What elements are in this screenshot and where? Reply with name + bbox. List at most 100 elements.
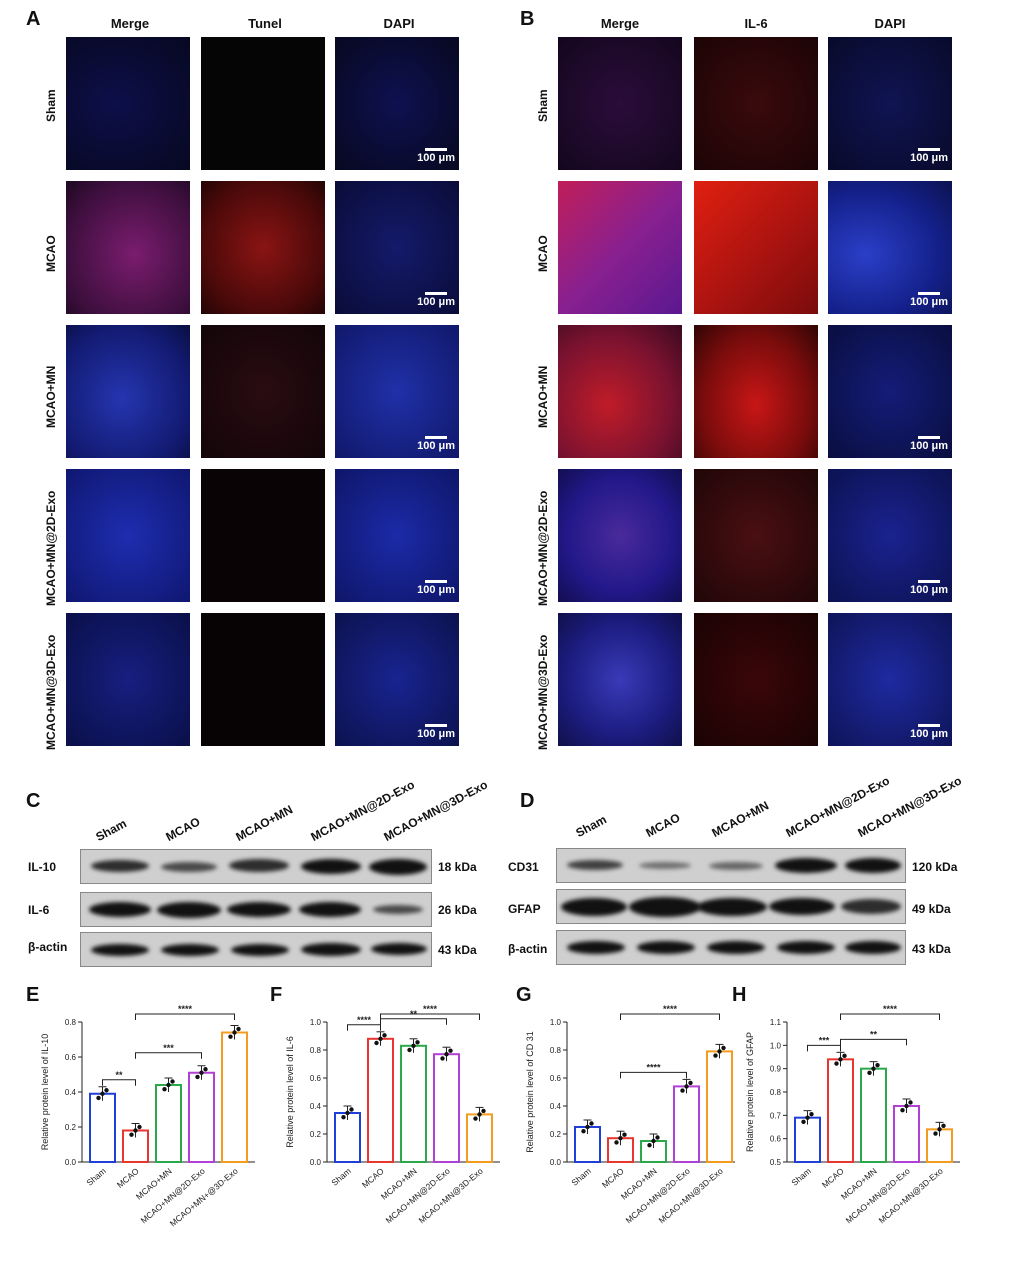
significance-bracket xyxy=(840,1038,907,1046)
data-point xyxy=(137,1124,142,1130)
bar xyxy=(367,1037,394,1163)
significance-bracket xyxy=(135,1013,235,1020)
col-head-b-il6: IL-6 xyxy=(744,16,768,31)
significance-label: **** xyxy=(178,1004,193,1014)
blot-c-kda-il10: 18 kDa xyxy=(438,860,477,874)
micrograph-a-mn3d-tunel xyxy=(201,613,325,746)
data-point xyxy=(415,1040,420,1045)
bar xyxy=(433,1053,460,1164)
col-head-b-dapi: DAPI xyxy=(874,16,906,31)
blot-c-il6-strip xyxy=(80,892,432,927)
micrograph-b-mn3d-dapi: 100 μm xyxy=(828,613,952,746)
x-tick-label: Sham xyxy=(569,1166,592,1188)
blot-c-lane-mcao-mn: MCAO+MN xyxy=(233,802,296,844)
scale-bar: 100 μm xyxy=(910,724,948,740)
chart-f: 0.0 0.2 0.4 0.6 0.8 1.0 Relative protein level… xyxy=(285,1004,500,1225)
micrograph-b-mcao-mn-il6 xyxy=(694,325,818,458)
data-point xyxy=(345,1110,350,1116)
y-tick-label: 0.4 xyxy=(65,1088,77,1097)
data-point xyxy=(162,1087,167,1092)
x-tick-label: MCAO+MN@3D-Exo xyxy=(657,1166,725,1226)
micrograph-a-mn2d-dapi: 100 μm xyxy=(335,469,459,602)
panel-label-f: F xyxy=(270,984,283,1006)
data-point xyxy=(908,1100,913,1105)
y-tick-label: 0.6 xyxy=(550,1074,562,1083)
micrograph-a-sham-merge xyxy=(66,37,190,170)
data-point xyxy=(809,1111,814,1117)
data-point xyxy=(684,1084,689,1089)
blot-c-actin-strip xyxy=(80,932,432,967)
data-point xyxy=(622,1132,627,1137)
panel-label-g: G xyxy=(516,984,532,1006)
significance-bracket xyxy=(620,1013,720,1020)
data-point xyxy=(133,1128,138,1133)
data-point xyxy=(382,1033,387,1038)
panel-label-b: B xyxy=(520,8,535,30)
micrograph-b-mn2d-merge xyxy=(558,469,682,602)
significance-bracket xyxy=(380,1013,480,1020)
bar xyxy=(860,1067,887,1163)
col-head-a-merge: Merge xyxy=(110,16,150,31)
bar xyxy=(89,1092,116,1163)
blot-c-lane-mcao: MCAO xyxy=(163,814,203,844)
micrograph-a-mn2d-tunel xyxy=(201,469,325,602)
y-tick-label: 0.6 xyxy=(65,1053,77,1062)
data-point xyxy=(801,1119,806,1125)
scale-bar: 100 μm xyxy=(910,436,948,452)
significance-bracket xyxy=(840,1013,940,1020)
scale-bar: 100 μm xyxy=(910,148,948,164)
data-point xyxy=(129,1132,134,1137)
y-tick-label: 0.4 xyxy=(550,1102,562,1111)
y-tick-label: 0.8 xyxy=(65,1018,77,1027)
bar xyxy=(334,1112,361,1163)
data-point xyxy=(900,1108,905,1113)
micrograph-a-sham-tunel xyxy=(201,37,325,170)
y-tick-label: 0.8 xyxy=(310,1046,322,1055)
micrograph-b-mcao-dapi: 100 μm xyxy=(828,181,952,314)
significance-bracket xyxy=(347,1024,381,1031)
row-label-b-mn2d: MCAO+MN@2D-Exo xyxy=(536,490,550,606)
panel-label-a: A xyxy=(26,8,41,30)
data-point xyxy=(875,1062,880,1068)
significance-label: ** xyxy=(115,1070,123,1080)
row-label-b-mcao: MCAO xyxy=(536,235,550,272)
panel-label-h: H xyxy=(732,984,747,1006)
blot-d-gfap-strip xyxy=(556,889,906,924)
data-point xyxy=(614,1140,619,1145)
significance-label: *** xyxy=(163,1043,174,1053)
y-tick-label: 1.0 xyxy=(550,1018,562,1027)
y-axis-label: Relative protein level of CD 31 xyxy=(525,1031,535,1153)
data-point xyxy=(904,1103,909,1109)
blot-d-lane-sham: Sham xyxy=(573,812,609,840)
y-tick-label: 0.2 xyxy=(550,1130,562,1139)
blot-d-kda-cd31: 120 kDa xyxy=(912,860,958,874)
row-label-b-sham: Sham xyxy=(536,89,550,122)
significance-label: **** xyxy=(883,1004,898,1014)
y-axis-label: Relative protein level of IL-6 xyxy=(285,1036,295,1148)
blot-c-label-actin: β-actin xyxy=(28,940,68,954)
significance-bracket xyxy=(135,1052,202,1059)
data-point xyxy=(581,1129,586,1134)
row-label-a-sham: Sham xyxy=(44,89,58,122)
blot-d-lane-mcao: MCAO xyxy=(643,810,683,840)
data-point xyxy=(717,1049,722,1054)
micrograph-a-mn3d-dapi: 100 μm xyxy=(335,613,459,746)
micrograph-b-mn2d-il6 xyxy=(694,469,818,602)
x-tick-label: MCAO xyxy=(820,1166,846,1190)
x-tick-label: Sham xyxy=(789,1166,812,1188)
data-point xyxy=(349,1107,354,1112)
bar xyxy=(673,1085,700,1163)
data-point xyxy=(104,1088,109,1093)
data-point xyxy=(647,1143,652,1148)
micrograph-b-mn3d-il6 xyxy=(694,613,818,746)
scale-bar: 100 μm xyxy=(910,292,948,308)
data-point xyxy=(440,1056,445,1061)
data-point xyxy=(937,1127,942,1132)
y-axis-label: Relative protein level of GFAP xyxy=(745,1032,755,1152)
data-point xyxy=(96,1095,101,1101)
micrograph-a-mcao-mn-tunel xyxy=(201,325,325,458)
bar xyxy=(706,1050,733,1163)
data-point xyxy=(585,1124,590,1130)
data-point xyxy=(166,1082,171,1088)
micrograph-a-mn2d-merge xyxy=(66,469,190,602)
